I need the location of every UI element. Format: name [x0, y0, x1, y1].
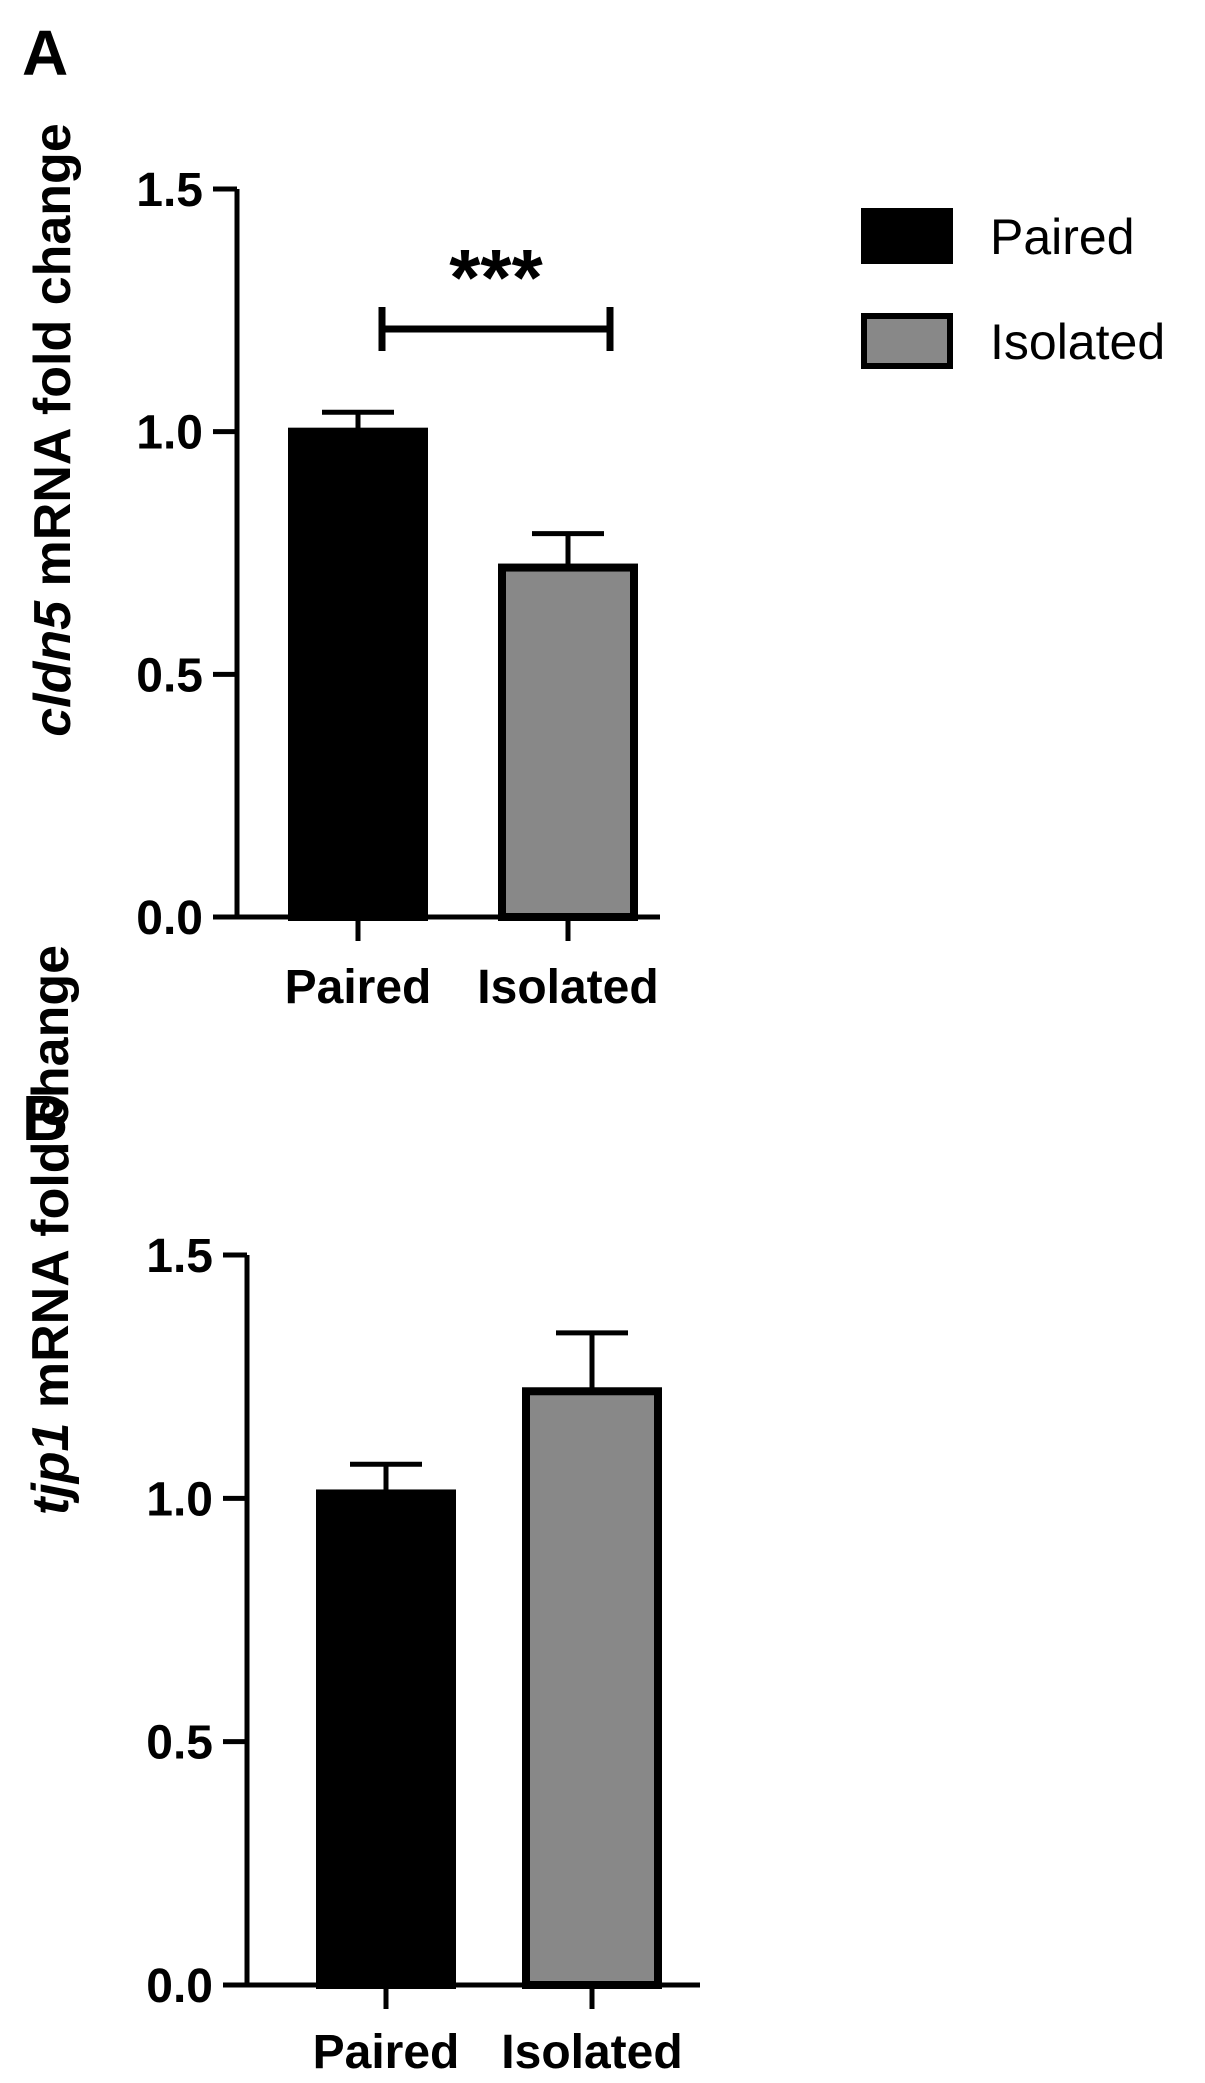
panel-a-x-tick-label-isolated: Isolated — [477, 961, 658, 1014]
panel-b-y-tick-label: 1.5 — [146, 1230, 213, 1283]
legend: Paired Isolated — [861, 208, 1165, 370]
legend-swatch-isolated — [861, 313, 953, 369]
panel-a-y-axis-title: cldn5 mRNA fold change — [24, 123, 82, 736]
panel-a-y-tick-label: 0.5 — [136, 649, 203, 702]
panel-b: B tjp1 mRNA fold change 0.0 0.5 1.0 1.5 Pair… — [22, 945, 700, 2079]
panel-a-y-axis-title-rest: mRNA fold change — [24, 123, 82, 601]
legend-swatch-paired — [861, 208, 953, 264]
panel-a-y-tick-label: 1.0 — [136, 407, 203, 460]
panel-a-y-axis-title-gene: cldn5 — [24, 600, 82, 737]
panel-b-bar-isolated — [522, 1387, 662, 1990]
panel-b-bar-paired — [316, 1489, 456, 1989]
panel-b-x-tick-label-isolated: Isolated — [501, 2026, 682, 2079]
panel-a-plot: 0.0 0.5 1.0 1.5 Paired Isolated *** — [136, 164, 660, 1014]
panel-b-y-axis-title: tjp1 mRNA fold change — [22, 945, 80, 1515]
legend-label-isolated: Isolated — [990, 314, 1165, 370]
panel-b-letter: B — [22, 1082, 68, 1154]
panel-b-y-axis-title-rest: mRNA fold change — [22, 945, 80, 1423]
panel-b-x-tick-label-paired: Paired — [313, 2026, 460, 2079]
panel-a-bar-paired — [288, 427, 428, 921]
panel-b-y-tick-label: 1.0 — [146, 1473, 213, 1526]
panel-a-significance-label: *** — [449, 233, 543, 322]
legend-label-paired: Paired — [990, 209, 1135, 265]
panel-b-y-tick-label: 0.0 — [146, 1960, 213, 2013]
panel-b-y-axis-title-gene: tjp1 — [22, 1423, 80, 1515]
panel-a-y-tick-label: 1.5 — [136, 164, 203, 217]
panel-a-letter: A — [22, 17, 68, 89]
panel-a-x-tick-label-paired: Paired — [285, 961, 432, 1014]
panel-a-bar-isolated — [498, 563, 638, 921]
panel-a: A cldn5 mRNA fold change 0.0 0.5 1.0 1.5 Pai… — [22, 17, 660, 1014]
panel-b-y-tick-label: 0.5 — [146, 1717, 213, 1770]
panel-b-plot: 0.0 0.5 1.0 1.5 Paired Isolated — [146, 1230, 700, 2079]
panel-a-y-tick-label: 0.0 — [136, 892, 203, 945]
